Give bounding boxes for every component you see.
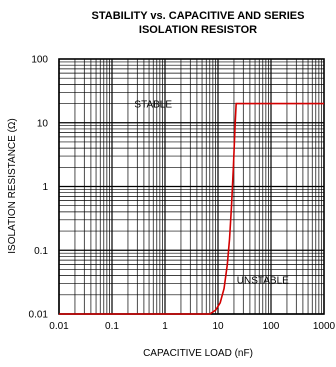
grid xyxy=(58,59,324,315)
x-tick-label: 1 xyxy=(162,321,168,332)
y-tick-label: 100 xyxy=(31,55,48,66)
series-line-stability-boundary xyxy=(59,102,324,315)
x-tick-label: 0.1 xyxy=(105,321,119,332)
chart-title-line2: ISOLATION RESISTOR xyxy=(139,24,257,36)
y-tick-label: 1 xyxy=(42,182,48,193)
y-tick-label: 0.01 xyxy=(29,310,49,321)
tick-labels: 0.01 0.1 1 10 100 1000 0.01 0.1 1 10 100 xyxy=(29,55,336,333)
x-tick-label: 10 xyxy=(212,321,224,332)
y-tick-label: 0.1 xyxy=(34,246,48,257)
y-tick-label: 10 xyxy=(37,118,49,129)
x-tick-label: 100 xyxy=(263,321,280,332)
x-tick-label: 0.01 xyxy=(49,321,69,332)
annotation-unstable: UNSTABLE xyxy=(237,275,289,286)
x-axis-label: CAPACITIVE LOAD (nF) xyxy=(143,348,253,359)
y-axis-label: ISOLATION RESISTANCE (Ω) xyxy=(7,118,18,253)
x-tick-label: 1000 xyxy=(313,321,336,332)
chart-title-line1: STABILITY vs. CAPACITIVE AND SERIES xyxy=(92,10,305,22)
annotation-stable: STABLE xyxy=(134,100,172,111)
